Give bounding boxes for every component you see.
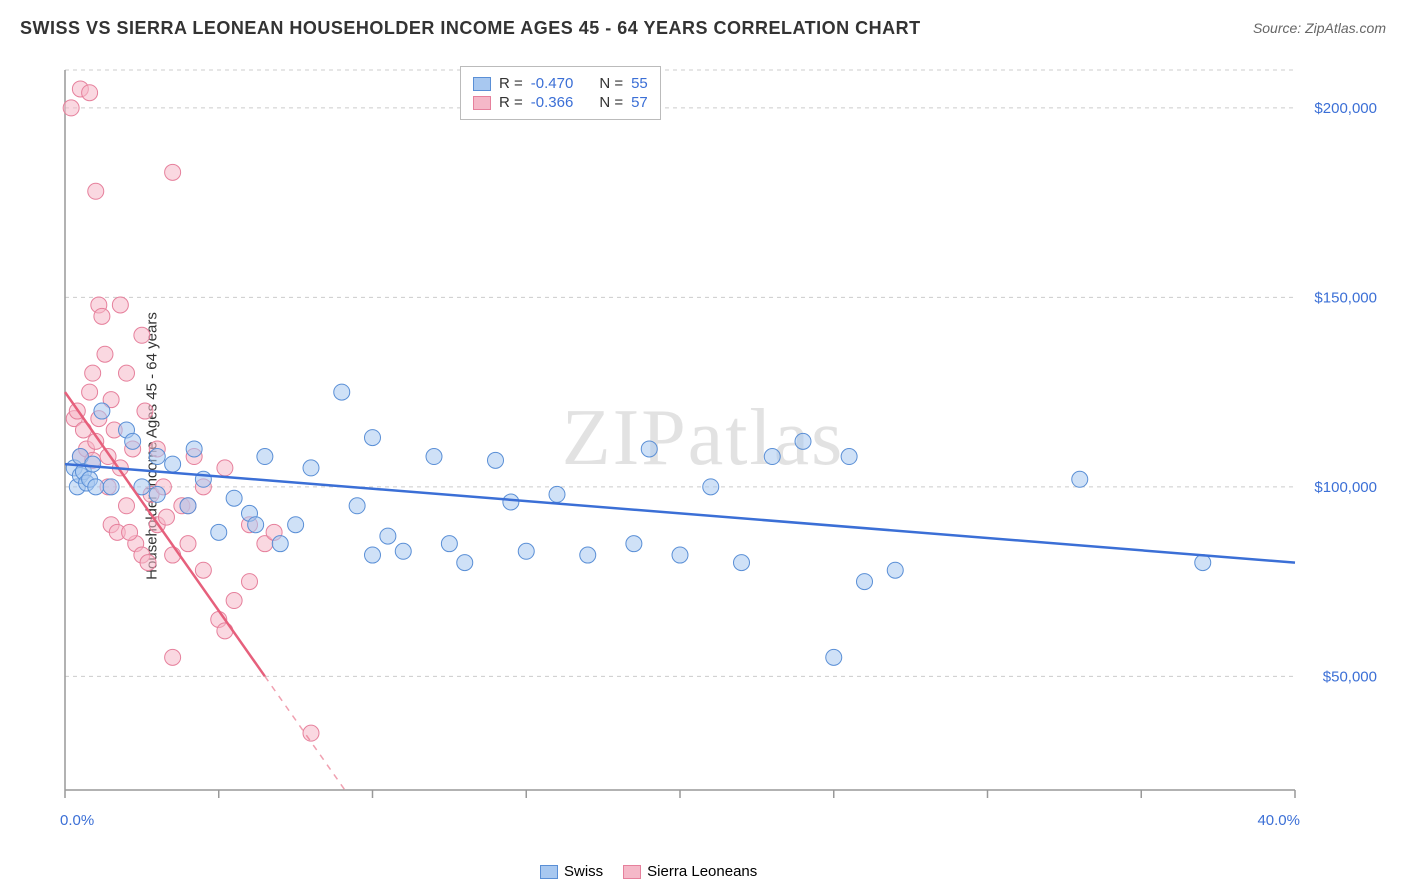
r-label: R = <box>499 75 523 92</box>
swiss-n-value: 55 <box>631 75 648 92</box>
n-label: N = <box>599 75 623 92</box>
chart-title: SWISS VS SIERRA LEONEAN HOUSEHOLDER INCO… <box>20 18 921 39</box>
sierra-n-value: 57 <box>631 94 648 111</box>
stats-row-swiss: R = -0.470 N = 55 <box>473 75 648 92</box>
source-attribution: Source: ZipAtlas.com <box>1253 20 1386 36</box>
stats-legend: R = -0.470 N = 55 R = -0.366 N = 57 <box>460 66 661 120</box>
plot-area: $50,000 $100,000 $150,000 $200,000 0.0% 40.0% <box>55 60 1385 830</box>
svg-text:$200,000: $200,000 <box>1314 100 1377 117</box>
legend-item-swiss: Swiss <box>540 863 603 880</box>
series-legend: Swiss Sierra Leoneans <box>540 863 757 880</box>
swiss-r-value: -0.470 <box>531 75 574 92</box>
svg-text:$100,000: $100,000 <box>1314 479 1377 496</box>
stats-row-sierra: R = -0.366 N = 57 <box>473 94 648 111</box>
n-label: N = <box>599 94 623 111</box>
legend-item-sierra: Sierra Leoneans <box>623 863 757 880</box>
svg-text:$50,000: $50,000 <box>1323 668 1377 685</box>
sierra-swatch-icon <box>473 96 491 110</box>
svg-text:$150,000: $150,000 <box>1314 289 1377 306</box>
plot-svg: $50,000 $100,000 $150,000 $200,000 0.0% 40.0% <box>55 60 1385 830</box>
chart-container: SWISS VS SIERRA LEONEAN HOUSEHOLDER INCO… <box>0 0 1406 892</box>
swiss-label: Swiss <box>564 863 603 880</box>
svg-text:40.0%: 40.0% <box>1257 812 1300 829</box>
svg-text:0.0%: 0.0% <box>60 812 94 829</box>
swiss-swatch-icon <box>540 865 558 879</box>
sierra-r-value: -0.366 <box>531 94 574 111</box>
r-label: R = <box>499 94 523 111</box>
sierra-label: Sierra Leoneans <box>647 863 757 880</box>
sierra-swatch-icon <box>623 865 641 879</box>
swiss-swatch-icon <box>473 77 491 91</box>
